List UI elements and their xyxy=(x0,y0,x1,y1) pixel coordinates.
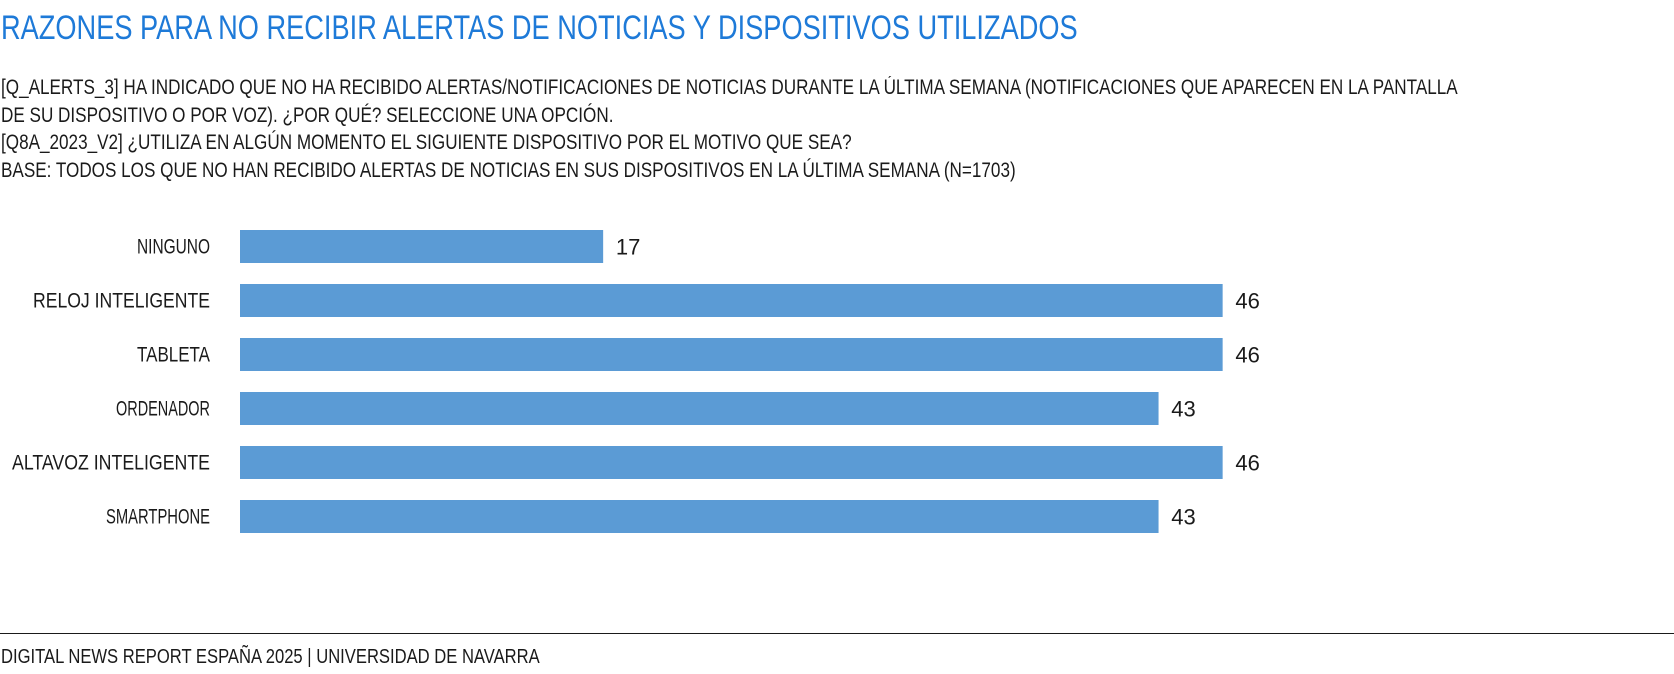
bar xyxy=(240,392,1159,425)
bar-chart: NINGUNO 17 RELOJ INTELIGENTE 46 TABLETA 46 ORD… xyxy=(12,230,1260,533)
category-label: ORDENADOR xyxy=(116,398,210,421)
subtitle-line-question-alerts: [Q_ALERTS_3] HA INDICADO QUE NO HA RECIB… xyxy=(1,76,1458,99)
category-label: ALTAVOZ INTELIGENTE xyxy=(12,452,210,475)
subtitle-line-question-alerts-cont: DE SU DISPOSITIVO O POR VOZ). ¿POR QUÉ? … xyxy=(1,103,614,127)
subtitle-line-base: BASE: TODOS LOS QUE NO HAN RECIBIDO ALER… xyxy=(1,158,1016,182)
data-label: 46 xyxy=(1235,289,1259,314)
category-label: NINGUNO xyxy=(137,236,210,259)
category-label: RELOJ INTELIGENTE xyxy=(33,290,210,313)
data-label: 43 xyxy=(1171,505,1195,530)
subtitle-line-question-devices: [Q8A_2023_V2] ¿UTILIZA EN ALGÚN MOMENTO … xyxy=(1,131,852,154)
footer-source: DIGITAL NEWS REPORT ESPAÑA 2025 | UNIVER… xyxy=(1,646,540,668)
category-label: SMARTPHONE xyxy=(106,506,210,529)
data-label: 46 xyxy=(1235,451,1259,476)
data-label: 43 xyxy=(1171,397,1195,422)
footer-divider xyxy=(0,633,1674,634)
data-label: 17 xyxy=(616,235,640,260)
bar xyxy=(240,284,1223,317)
chart-subtitle: [Q_ALERTS_3] HA INDICADO QUE NO HA RECIB… xyxy=(1,74,1664,184)
bar xyxy=(240,230,604,263)
chart-title: RAZONES PARA NO RECIBIR ALERTAS DE NOTIC… xyxy=(1,9,1078,47)
data-label: 46 xyxy=(1235,343,1259,368)
bar xyxy=(240,446,1223,479)
bar xyxy=(240,338,1223,371)
bar xyxy=(240,500,1159,533)
category-label: TABLETA xyxy=(137,344,210,367)
